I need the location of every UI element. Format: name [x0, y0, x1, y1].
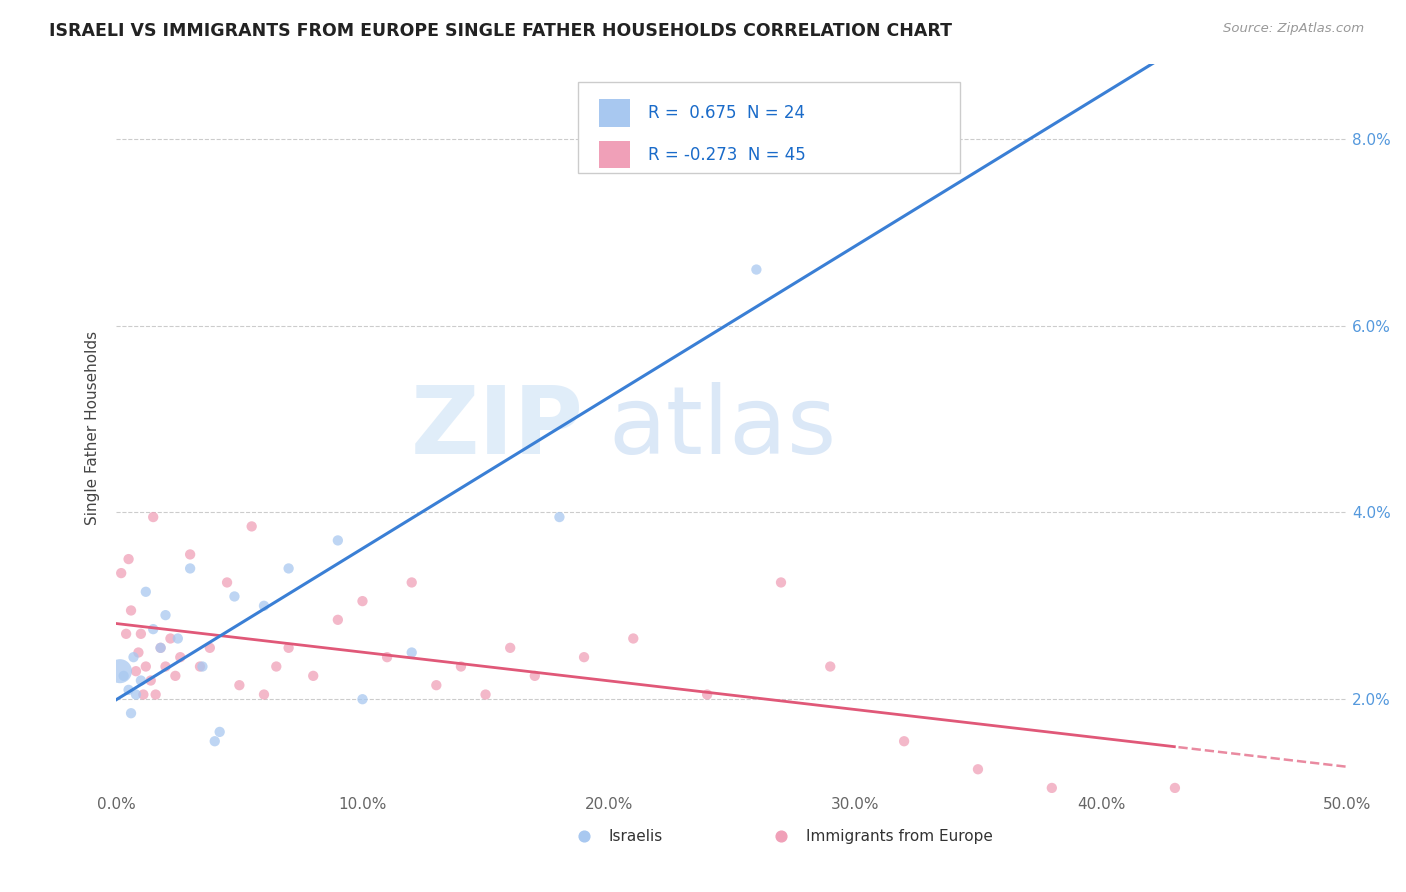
Point	[142, 622, 165, 636]
Point	[893, 734, 915, 748]
Point	[523, 669, 546, 683]
Point	[118, 885, 141, 892]
Point	[745, 262, 768, 277]
Text: Israelis: Israelis	[609, 829, 662, 844]
Bar	[599, 99, 630, 127]
Point	[169, 650, 191, 665]
Point	[127, 646, 149, 660]
Point	[117, 682, 139, 697]
Point	[129, 673, 152, 688]
Point	[548, 510, 571, 524]
Point	[155, 608, 177, 623]
Point	[191, 659, 214, 673]
Point	[425, 678, 447, 692]
Point	[179, 561, 201, 575]
Point	[142, 510, 165, 524]
Point	[1164, 780, 1187, 795]
Point	[277, 561, 299, 575]
Point	[499, 640, 522, 655]
Point	[302, 669, 325, 683]
Point	[135, 659, 157, 673]
Point	[159, 632, 181, 646]
Point	[572, 650, 595, 665]
Point	[117, 552, 139, 566]
Point	[145, 688, 167, 702]
Point	[135, 584, 157, 599]
Point	[228, 678, 250, 692]
Point	[125, 664, 148, 678]
Point	[215, 575, 238, 590]
Text: Source: ZipAtlas.com: Source: ZipAtlas.com	[1223, 22, 1364, 36]
Point	[240, 519, 263, 533]
Point	[266, 659, 288, 673]
Point	[129, 627, 152, 641]
Point	[967, 762, 990, 776]
Y-axis label: Single Father Households: Single Father Households	[86, 331, 100, 525]
Point	[132, 688, 155, 702]
Text: ISRAELI VS IMMIGRANTS FROM EUROPE SINGLE FATHER HOUSEHOLDS CORRELATION CHART: ISRAELI VS IMMIGRANTS FROM EUROPE SINGLE…	[49, 22, 952, 40]
Point	[253, 688, 276, 702]
Point	[277, 640, 299, 655]
Point	[108, 664, 131, 678]
Bar	[599, 141, 630, 169]
Point	[139, 673, 162, 688]
Point	[820, 136, 842, 151]
Point	[198, 640, 221, 655]
Point	[450, 659, 472, 673]
Point	[115, 627, 138, 641]
Point	[125, 688, 148, 702]
Point	[149, 640, 172, 655]
Point	[326, 613, 349, 627]
Point	[401, 575, 423, 590]
Point	[122, 650, 145, 665]
Point	[155, 659, 177, 673]
Point	[820, 659, 842, 673]
Text: R = -0.273  N = 45: R = -0.273 N = 45	[648, 145, 806, 163]
Text: Immigrants from Europe: Immigrants from Europe	[806, 829, 993, 844]
Point	[166, 632, 188, 646]
Point	[204, 734, 226, 748]
Point	[120, 603, 142, 617]
Point	[352, 594, 374, 608]
Point	[401, 646, 423, 660]
Text: atlas: atlas	[609, 383, 837, 475]
Text: R =  0.675  N = 24: R = 0.675 N = 24	[648, 103, 806, 121]
Point	[352, 692, 374, 706]
Point	[110, 566, 132, 581]
Point	[149, 640, 172, 655]
Point	[179, 548, 201, 562]
Point	[474, 688, 496, 702]
Point	[375, 650, 398, 665]
Point	[112, 669, 135, 683]
Point	[165, 669, 187, 683]
Text: ZIP: ZIP	[411, 383, 583, 475]
Point	[326, 533, 349, 548]
Point	[208, 725, 231, 739]
Point	[188, 659, 211, 673]
Point	[253, 599, 276, 613]
Point	[224, 590, 246, 604]
Point	[114, 885, 136, 892]
Point	[1040, 780, 1063, 795]
Point	[120, 706, 142, 721]
Point	[769, 575, 792, 590]
Point	[696, 688, 718, 702]
FancyBboxPatch shape	[578, 82, 959, 173]
Point	[621, 632, 644, 646]
